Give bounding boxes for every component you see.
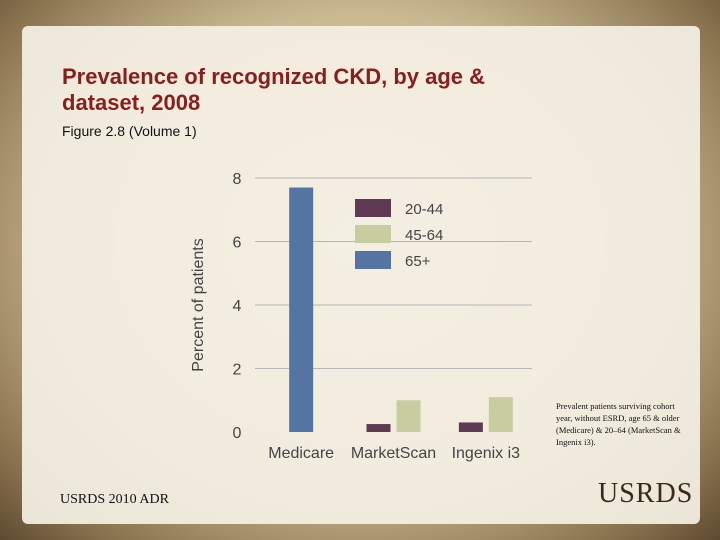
bar-ingenix-i3-45-64 [488, 397, 513, 432]
bar-marketscan-45-64 [396, 400, 421, 432]
y-tick-label: 2 [233, 362, 242, 379]
bars [289, 187, 513, 432]
legend-label: 20-44 [405, 201, 443, 218]
y-tick-label: 4 [233, 298, 242, 315]
x-category-label: Medicare [268, 445, 334, 462]
legend-swatch-20-44 [355, 199, 391, 217]
legend-swatch-65+ [355, 251, 391, 269]
y-tick-labels: 0 2 4 6 8 [233, 171, 242, 442]
figure-reference: Figure 2.8 (Volume 1) [62, 123, 197, 139]
x-category-label: MarketScan [351, 445, 436, 462]
y-tick-label: 8 [233, 171, 242, 188]
legend-swatch-45-64 [355, 225, 391, 243]
content-panel [22, 26, 700, 524]
y-tick-label: 0 [233, 425, 242, 442]
bar-medicare-65+ [289, 187, 314, 432]
legend-label: 65+ [405, 253, 431, 270]
category-labels: Medicare MarketScan Ingenix i3 [268, 445, 520, 462]
slide-title: Prevalence of recognized CKD, by age & d… [62, 64, 486, 115]
legend: 20-44 45-64 65+ [355, 199, 443, 270]
bar-ingenix-i3-20-44 [458, 422, 483, 432]
x-category-label: Ingenix i3 [452, 445, 521, 462]
figure-note: Prevalent patients surviving cohort year… [556, 401, 681, 447]
usrds-logo: USRDS [598, 478, 694, 509]
y-tick-label: 6 [233, 235, 242, 252]
bar-marketscan-20-44 [366, 424, 391, 432]
footer-source: USRDS 2010 ADR [60, 492, 169, 507]
y-axis-title: Percent of patients [190, 238, 207, 371]
legend-label: 45-64 [405, 227, 443, 244]
